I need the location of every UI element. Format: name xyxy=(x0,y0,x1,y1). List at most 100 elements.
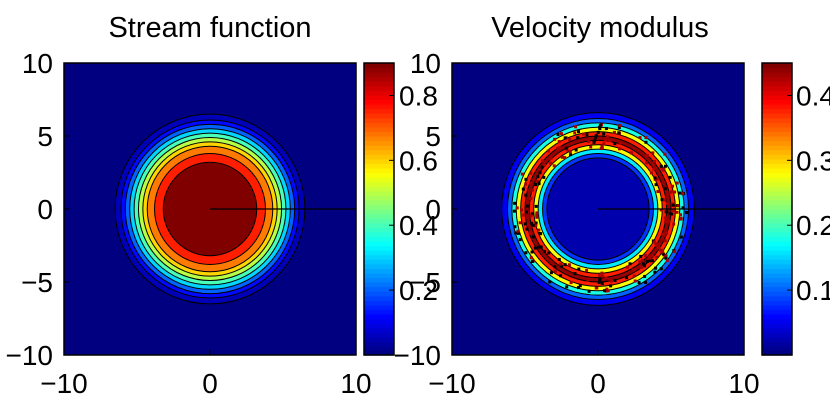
colorbar-tick-label: 0.1 xyxy=(796,275,830,306)
colorbar-segment xyxy=(762,204,792,210)
noise-speck xyxy=(643,274,647,278)
colorbar-segment xyxy=(762,177,792,183)
noise-speck xyxy=(516,229,520,233)
y-tick-label: 5 xyxy=(37,121,53,152)
noise-speck xyxy=(659,164,663,168)
noise-speck xyxy=(667,219,671,223)
noise-speck xyxy=(525,227,529,231)
colorbar-segment xyxy=(762,149,792,155)
noise-speck xyxy=(535,179,539,183)
colorbar-segment xyxy=(762,332,792,338)
noise-speck xyxy=(679,216,683,220)
noise-speck xyxy=(668,175,672,179)
noise-speck xyxy=(563,136,567,140)
noise-speck xyxy=(535,211,539,215)
noise-speck xyxy=(569,153,573,157)
noise-speck xyxy=(665,189,669,193)
noise-speck xyxy=(568,150,572,154)
colorbar-segment xyxy=(364,313,394,320)
noise-speck xyxy=(645,259,649,263)
colorbar-segment xyxy=(364,327,394,333)
noise-speck xyxy=(587,289,591,293)
colorbar-segment xyxy=(762,250,792,256)
noise-speck xyxy=(573,131,577,135)
noise-speck xyxy=(529,181,533,185)
colorbar-segment xyxy=(364,90,394,96)
noise-speck xyxy=(524,251,528,255)
noise-speck xyxy=(644,136,648,140)
colorbar-segment xyxy=(364,309,394,315)
noise-speck xyxy=(574,148,578,152)
noise-speck xyxy=(665,210,669,214)
colorbar-segment xyxy=(762,240,792,247)
noise-speck xyxy=(529,196,533,200)
noise-speck xyxy=(665,202,669,206)
noise-speck xyxy=(600,271,604,275)
chart-title: Stream function xyxy=(108,12,311,44)
colorbar-tick-label: 0.2 xyxy=(399,275,438,306)
x-tick-label: −10 xyxy=(40,368,88,399)
colorbar-segment xyxy=(364,259,394,265)
noise-speck xyxy=(664,164,668,168)
noise-speck xyxy=(524,193,528,197)
colorbar-segment xyxy=(762,94,792,101)
noise-speck xyxy=(685,211,689,215)
colorbar-segment xyxy=(364,113,394,119)
y-tick-label: −10 xyxy=(6,340,54,371)
colorbar-segment xyxy=(762,286,792,292)
colorbar-segment xyxy=(762,222,792,228)
colorbar-segment xyxy=(762,181,792,187)
colorbar-segment xyxy=(762,199,792,206)
colorbar-segment xyxy=(364,140,394,146)
noise-speck xyxy=(638,136,642,140)
noise-speck xyxy=(662,253,666,257)
noise-speck xyxy=(526,223,530,227)
chart-title: Velocity modulus xyxy=(491,12,709,44)
colorbar-segment xyxy=(762,136,792,142)
colorbar-segment xyxy=(762,85,792,91)
colorbar-segment xyxy=(364,99,394,105)
noise-speck xyxy=(670,190,674,194)
noise-speck xyxy=(600,281,604,285)
colorbar-segment xyxy=(364,195,394,201)
noise-speck xyxy=(565,148,569,152)
noise-speck xyxy=(598,276,602,280)
colorbar-segment xyxy=(762,323,792,329)
colorbar-segment xyxy=(762,209,792,215)
noise-speck xyxy=(529,214,533,218)
noise-speck xyxy=(638,260,642,264)
noise-speck xyxy=(652,167,656,171)
noise-speck xyxy=(675,181,679,185)
noise-speck xyxy=(537,228,541,232)
colorbar-segment xyxy=(364,104,394,110)
x-tick-label: 10 xyxy=(340,368,371,399)
noise-speck xyxy=(661,168,665,172)
colorbar-segment xyxy=(762,122,792,128)
noise-speck xyxy=(549,271,553,275)
noise-speck xyxy=(618,124,622,128)
noise-speck xyxy=(534,221,538,225)
noise-speck xyxy=(663,198,667,202)
noise-speck xyxy=(602,132,606,136)
noise-speck xyxy=(648,259,652,263)
colorbar-tick-label: 0.4 xyxy=(399,210,438,241)
noise-speck xyxy=(618,141,622,145)
noise-speck xyxy=(553,137,557,141)
colorbar-segment xyxy=(762,318,792,324)
noise-speck xyxy=(655,243,659,247)
noise-speck xyxy=(524,182,528,186)
noise-speck xyxy=(565,285,569,289)
noise-speck xyxy=(653,176,657,180)
colorbar-segment xyxy=(364,250,394,256)
contour-fill xyxy=(452,63,744,355)
noise-speck xyxy=(671,184,675,188)
noise-speck xyxy=(523,222,527,226)
noise-speck xyxy=(605,135,609,139)
noise-speck xyxy=(525,204,529,208)
noise-speck xyxy=(664,256,668,260)
noise-speck xyxy=(538,245,542,249)
colorbar-segment xyxy=(762,163,792,169)
colorbar-segment xyxy=(762,67,792,73)
colorbar-segment xyxy=(762,254,792,260)
